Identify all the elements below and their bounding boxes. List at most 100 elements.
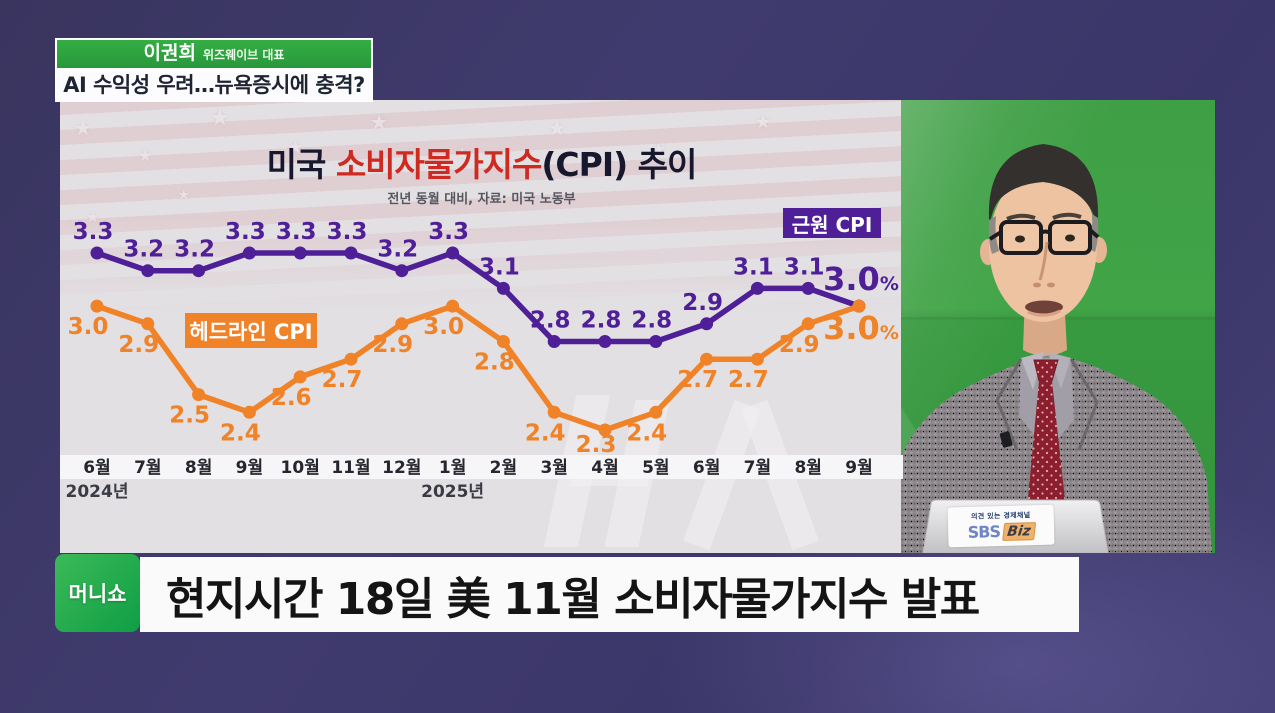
data-point bbox=[242, 246, 256, 260]
data-point bbox=[750, 352, 764, 366]
x-axis-label: 10월 bbox=[281, 458, 320, 478]
year-label: 2024년 bbox=[66, 482, 129, 502]
data-point bbox=[750, 281, 764, 295]
data-point bbox=[90, 246, 104, 260]
topic-banner: AI 수익성 우려…뉴욕증시에 충격? bbox=[57, 68, 371, 100]
speaker-affiliation: 위즈웨이브 대표 bbox=[202, 48, 285, 62]
info-banners: 이권희 위즈웨이브 대표 AI 수익성 우려…뉴욕증시에 충격? bbox=[55, 38, 373, 102]
value-label: 2.9 bbox=[372, 332, 413, 358]
chart-title-highlight: 소비자물가지수 bbox=[335, 145, 543, 184]
blazer-lapel bbox=[1069, 358, 1099, 451]
value-label: 2.4 bbox=[626, 420, 667, 446]
person-nostril bbox=[1033, 282, 1041, 288]
biz-logo-text: Biz bbox=[1001, 521, 1036, 541]
data-point bbox=[242, 405, 256, 419]
value-label: 2.7 bbox=[677, 367, 718, 393]
value-label: 2.8 bbox=[474, 350, 515, 376]
year-label: 2025년 bbox=[421, 482, 484, 502]
speaker-banner: 이권희 위즈웨이브 대표 bbox=[57, 40, 371, 68]
value-label: 3.1 bbox=[733, 254, 774, 280]
data-point bbox=[496, 335, 510, 348]
x-axis-label: 4월 bbox=[591, 458, 618, 478]
x-axis-label: 11월 bbox=[331, 458, 370, 478]
sbs-biz-logo: SBS Biz bbox=[967, 521, 1036, 542]
person-mouth bbox=[1025, 300, 1063, 314]
tie bbox=[1028, 381, 1065, 509]
person-hair bbox=[988, 144, 1099, 232]
laptop-sticker: 의견 있는 경제채널 SBS Biz bbox=[947, 504, 1055, 548]
person-nostril bbox=[1047, 282, 1055, 288]
value-label: 3.1 bbox=[479, 254, 520, 280]
value-label: 2.8 bbox=[530, 308, 571, 334]
person-lower-lip bbox=[1027, 309, 1061, 317]
guest-video-feed: 의견 있는 경제채널 SBS Biz bbox=[901, 100, 1215, 553]
value-label: 3.2 bbox=[174, 237, 215, 263]
value-label: 3.1 bbox=[784, 254, 825, 280]
headline-banner: 현지시간 18일 美 11월 소비자물가지수 발표 bbox=[140, 557, 1079, 632]
data-point bbox=[192, 264, 206, 278]
data-point bbox=[801, 281, 815, 295]
value-label: 2.6 bbox=[271, 385, 312, 411]
glasses-temples bbox=[988, 228, 1100, 241]
value-label: 3.0% bbox=[823, 309, 899, 347]
value-label: 3.0 bbox=[68, 314, 109, 340]
value-label: 2.8 bbox=[581, 308, 622, 334]
value-label: 3.0 bbox=[423, 314, 464, 340]
person-eye bbox=[1065, 234, 1075, 242]
data-point bbox=[141, 264, 155, 278]
person-eye bbox=[1015, 235, 1025, 243]
chart-title: 미국 소비자물가지수(CPI) 추이 bbox=[60, 138, 903, 186]
x-axis-label: 6월 bbox=[83, 458, 110, 478]
chart-title-prefix: 미국 bbox=[266, 145, 336, 184]
data-point bbox=[700, 317, 714, 331]
speaker-name: 이권희 bbox=[143, 42, 196, 64]
value-label: 3.2 bbox=[377, 237, 418, 263]
data-point bbox=[852, 299, 866, 313]
value-label: 3.3 bbox=[73, 219, 114, 245]
data-point bbox=[395, 264, 409, 278]
glasses-bridge bbox=[1039, 229, 1052, 235]
data-point bbox=[344, 352, 358, 366]
blazer-lapel bbox=[995, 358, 1023, 451]
data-point bbox=[598, 335, 612, 348]
value-label: 2.8 bbox=[631, 308, 672, 334]
headline-text: 현지시간 18일 美 11월 소비자물가지수 발표 bbox=[166, 573, 980, 625]
value-label: 3.3 bbox=[276, 219, 317, 245]
data-point bbox=[547, 335, 561, 348]
value-label: 2.4 bbox=[525, 420, 566, 446]
lapel-microphone bbox=[999, 431, 1013, 448]
data-point bbox=[293, 246, 307, 260]
value-label: 3.3 bbox=[327, 219, 368, 245]
x-axis-label: 5월 bbox=[642, 458, 669, 478]
sbs-logo-text: SBS bbox=[967, 522, 1001, 542]
data-point bbox=[446, 246, 460, 260]
data-point bbox=[344, 246, 358, 260]
data-point bbox=[496, 281, 510, 295]
data-point bbox=[801, 317, 815, 331]
x-axis-label: 8월 bbox=[185, 458, 212, 478]
guest-person bbox=[901, 144, 1212, 553]
x-axis-label: 9월 bbox=[236, 458, 263, 478]
value-label: 3.3 bbox=[428, 219, 469, 245]
x-axis-label: 9월 bbox=[845, 458, 872, 478]
value-label: 3.2 bbox=[123, 237, 164, 263]
value-label: 2.5 bbox=[169, 403, 210, 429]
data-point bbox=[649, 335, 663, 348]
chart-title-suffix: (CPI) 추이 bbox=[541, 145, 697, 184]
x-axis-label: 1월 bbox=[439, 458, 466, 478]
data-point bbox=[141, 317, 155, 331]
x-axis-label: 12월 bbox=[382, 458, 421, 478]
value-label: 2.9 bbox=[779, 332, 820, 358]
x-axis-label: 3월 bbox=[540, 458, 567, 478]
x-axis-label: 7월 bbox=[744, 458, 771, 478]
data-point bbox=[192, 388, 206, 402]
topic-text: AI 수익성 우려…뉴욕증시에 충격? bbox=[63, 73, 365, 97]
value-label: 2.4 bbox=[220, 420, 261, 446]
cpi-chart-panel: ★ ★ ★ ★ ★ ★ ★ ★ ★ ★ ★ 미국 소비자물가지수(CPI) 추이 전년 동월 대비,… bbox=[60, 100, 903, 553]
x-axis-label: 7월 bbox=[134, 458, 161, 478]
value-label: 2.9 bbox=[682, 290, 723, 316]
chart-subtitle: 전년 동월 대비, 자료: 미국 노동부 bbox=[387, 192, 576, 207]
legend-headline-cpi: 헤드라인 CPI bbox=[185, 313, 317, 348]
data-point bbox=[446, 299, 460, 313]
